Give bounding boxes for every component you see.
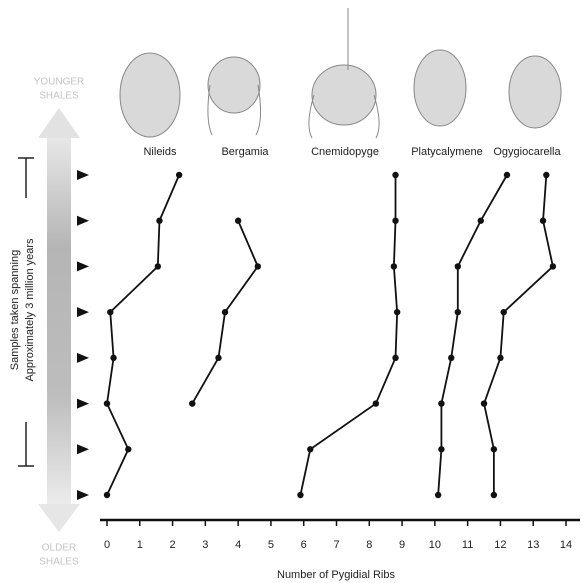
bottom-label: OLDER bbox=[42, 543, 76, 554]
data-point bbox=[491, 492, 497, 498]
legend-label: Cnemidopyge bbox=[311, 146, 379, 158]
data-point bbox=[297, 492, 303, 498]
data-point bbox=[215, 355, 221, 361]
data-point bbox=[435, 492, 441, 498]
sample-marker bbox=[77, 490, 89, 500]
series-line bbox=[107, 175, 179, 495]
x-tick-label: 12 bbox=[494, 539, 506, 551]
data-point bbox=[491, 446, 497, 452]
data-point bbox=[373, 400, 379, 406]
data-point bbox=[394, 309, 400, 315]
data-point bbox=[392, 172, 398, 178]
sample-marker bbox=[77, 307, 89, 317]
sample-marker bbox=[77, 399, 89, 409]
data-point bbox=[307, 446, 313, 452]
x-tick-label: 3 bbox=[202, 539, 208, 551]
time-arrow bbox=[38, 108, 80, 532]
trilobite-illustrations bbox=[120, 8, 561, 138]
sample-marker bbox=[77, 170, 89, 180]
data-point bbox=[222, 309, 228, 315]
x-tick-label: 8 bbox=[366, 539, 372, 551]
data-point bbox=[176, 172, 182, 178]
data-point bbox=[392, 218, 398, 224]
bottom-label: SHALES bbox=[39, 557, 79, 568]
data-point bbox=[550, 263, 556, 269]
legend-label: Platycalymene bbox=[411, 146, 483, 158]
data-point bbox=[438, 446, 444, 452]
data-point bbox=[104, 492, 110, 498]
data-point bbox=[455, 263, 461, 269]
legend-label: Bergamia bbox=[221, 146, 269, 158]
y-axis-label: Approximately 3 million years bbox=[24, 238, 36, 382]
data-point bbox=[478, 218, 484, 224]
sample-marker bbox=[77, 444, 89, 454]
data-point bbox=[455, 309, 461, 315]
x-tick-label: 0 bbox=[104, 539, 110, 551]
data-point bbox=[104, 400, 110, 406]
data-point bbox=[543, 172, 549, 178]
data-point bbox=[110, 355, 116, 361]
data-point bbox=[497, 355, 503, 361]
x-tick-label: 14 bbox=[560, 539, 572, 551]
data-point bbox=[438, 400, 444, 406]
y-axis-label: Samples taken spanning bbox=[9, 250, 21, 370]
x-tick-label: 5 bbox=[268, 539, 274, 551]
x-tick-label: 2 bbox=[170, 539, 176, 551]
data-point bbox=[481, 400, 487, 406]
data-point bbox=[107, 309, 113, 315]
x-tick-label: 10 bbox=[429, 539, 441, 551]
x-axis-label: Number of Pygidial Ribs bbox=[277, 569, 395, 581]
top-label: YOUNGER bbox=[34, 77, 85, 88]
x-tick-label: 13 bbox=[527, 539, 539, 551]
chart: YOUNGER SHALES OLDER SHALES Samples take… bbox=[0, 0, 585, 583]
x-tick-label: 9 bbox=[399, 539, 405, 551]
legend-label: Ogygiocarella bbox=[493, 146, 561, 158]
x-tick-label: 7 bbox=[333, 539, 339, 551]
x-tick-label: 1 bbox=[137, 539, 143, 551]
sample-marker bbox=[77, 261, 89, 271]
data-point bbox=[255, 263, 261, 269]
data-point bbox=[540, 218, 546, 224]
x-tick-label: 6 bbox=[301, 539, 307, 551]
data-point bbox=[501, 309, 507, 315]
data-point bbox=[392, 355, 398, 361]
data-point bbox=[189, 400, 195, 406]
data-point bbox=[391, 263, 397, 269]
data-point bbox=[156, 218, 162, 224]
series-line bbox=[300, 175, 397, 495]
sample-marker bbox=[77, 353, 89, 363]
data-point bbox=[155, 263, 161, 269]
data-point bbox=[504, 172, 510, 178]
top-label: SHALES bbox=[39, 91, 79, 102]
data-point bbox=[235, 218, 241, 224]
data-point bbox=[125, 446, 131, 452]
data-point bbox=[448, 355, 454, 361]
legend-label: Nileids bbox=[143, 146, 177, 158]
series-line bbox=[438, 175, 507, 495]
sample-marker bbox=[77, 216, 89, 226]
x-tick-label: 11 bbox=[462, 539, 473, 551]
x-tick-label: 4 bbox=[235, 539, 241, 551]
